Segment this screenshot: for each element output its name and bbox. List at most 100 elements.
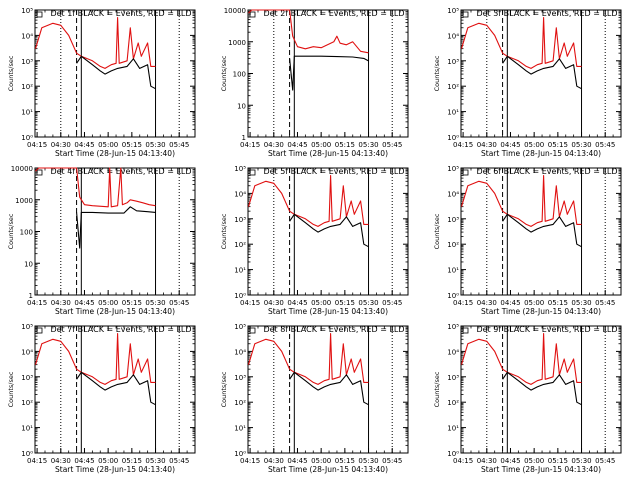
panel-7: Det 7f BLACK = Events, RED = LLD 10⁰ 10¹ 10… (7, 323, 196, 474)
y-tick-label: 10¹ (234, 425, 246, 433)
series-lld (35, 167, 156, 208)
panel-3: Det 3f BLACK = Events, RED = LLD 10⁰ 10¹ 10… (433, 7, 622, 158)
x-tick-label: 05:45 (382, 141, 402, 149)
x-tick-label: 04:30 (51, 457, 71, 465)
corner-marker-icon (462, 327, 469, 334)
x-axis-label: Start Time (28-Jun-15 04:13:40) (268, 307, 388, 316)
y-tick-label: 10⁴ (234, 348, 246, 356)
y-tick-label: 10⁵ (21, 323, 33, 331)
y-tick-label: 10⁴ (234, 190, 246, 198)
x-tick-label: 05:15 (548, 299, 568, 307)
y-tick-label: 10¹ (447, 425, 459, 433)
x-tick-label: 04:30 (477, 457, 497, 465)
corner-marker-icon (36, 327, 43, 334)
plot-frame (34, 9, 196, 138)
x-tick-label: 04:45 (287, 457, 307, 465)
corner-marker-icon (249, 169, 256, 176)
x-tick-label: 04:45 (287, 141, 307, 149)
y-tick-label: 10⁰ (234, 450, 246, 458)
panel-title: Det 2f BLACK = Events, RED = LLD (263, 9, 404, 18)
plot-frame (247, 325, 409, 454)
y-tick-label: 10 (237, 102, 246, 110)
panel-title: Det 7f BLACK = Events, RED = LLD (50, 325, 191, 334)
y-tick-label: 10¹ (21, 425, 33, 433)
y-tick-label: 10⁴ (21, 32, 33, 40)
x-tick-label: 05:30 (358, 141, 378, 149)
series-lld (247, 175, 369, 227)
x-tick-label: 04:30 (477, 141, 497, 149)
x-tick-label: 05:15 (335, 141, 355, 149)
corner-marker-icon (462, 11, 469, 18)
x-tick-label: 04:45 (500, 299, 520, 307)
x-tick-label: 05:00 (98, 299, 118, 307)
y-axis-label: Counts/sec (433, 55, 441, 91)
plot-frame (460, 9, 622, 138)
x-tick-label: 04:45 (74, 457, 94, 465)
panel-4: Det 4f BLACK = Events, RED = LLD11010010… (7, 165, 196, 316)
x-tick-label: 04:45 (500, 141, 520, 149)
x-axis-label: Start Time (28-Jun-15 04:13:40) (481, 465, 601, 474)
y-tick-label: 100 (233, 71, 246, 79)
y-tick-label: 10⁵ (447, 7, 459, 15)
x-tick-label: 05:30 (358, 457, 378, 465)
y-tick-label: 10⁵ (234, 323, 246, 331)
series-events (289, 213, 369, 248)
plot-frame (34, 167, 196, 296)
x-tick-label: 04:15 (453, 457, 473, 465)
y-tick-label: 10³ (234, 374, 246, 382)
panel-6: Det 6f BLACK = Events, RED = LLD 10⁰ 10¹ 10… (433, 165, 622, 316)
x-tick-label: 05:15 (548, 141, 568, 149)
x-axis-label: Start Time (28-Jun-15 04:13:40) (268, 149, 388, 158)
y-tick-label: 10⁵ (447, 165, 459, 173)
x-tick-label: 05:15 (335, 457, 355, 465)
x-tick-label: 04:30 (51, 141, 71, 149)
y-axis-label: Counts/sec (7, 371, 15, 407)
y-tick-label: 10⁰ (234, 292, 246, 300)
y-axis-label: Counts/sec (220, 55, 228, 91)
x-tick-label: 04:15 (240, 299, 260, 307)
series-events (502, 213, 582, 248)
y-tick-label: 10³ (234, 216, 246, 224)
x-axis-label: Start Time (28-Jun-15 04:13:40) (268, 465, 388, 474)
x-tick-label: 04:15 (453, 299, 473, 307)
y-tick-label: 10¹ (21, 109, 33, 117)
panel-title: Det 1f BLACK = Events, RED = LLD (50, 9, 191, 18)
x-tick-label: 04:30 (264, 299, 284, 307)
corner-marker-icon (36, 169, 43, 176)
x-tick-label: 05:00 (98, 141, 118, 149)
x-axis-label: Start Time (28-Jun-15 04:13:40) (481, 149, 601, 158)
y-tick-label: 10⁴ (447, 190, 459, 198)
y-tick-label: 10⁰ (447, 292, 459, 300)
y-tick-label: 1 (242, 134, 246, 142)
y-axis-label: Counts/sec (7, 55, 15, 91)
x-tick-label: 04:15 (27, 141, 47, 149)
x-tick-label: 05:30 (358, 299, 378, 307)
x-tick-label: 04:15 (453, 141, 473, 149)
plot-frame (460, 325, 622, 454)
series-lld (34, 17, 156, 69)
x-tick-label: 05:00 (311, 457, 331, 465)
panel-5: Det 5f BLACK = Events, RED = LLD 10⁰ 10¹ 10… (220, 165, 409, 316)
panel-9: Det 9f BLACK = Events, RED = LLD 10⁰ 10¹ 10… (433, 323, 622, 474)
series-lld (34, 333, 156, 385)
x-tick-label: 05:00 (311, 299, 331, 307)
x-tick-label: 04:15 (27, 457, 47, 465)
y-axis-label: Counts/sec (7, 213, 15, 249)
y-tick-label: 10² (447, 83, 459, 91)
series-events (76, 55, 156, 90)
x-tick-label: 05:00 (524, 141, 544, 149)
x-tick-label: 05:15 (122, 299, 142, 307)
y-axis-label: Counts/sec (220, 213, 228, 249)
x-tick-label: 05:15 (122, 141, 142, 149)
y-tick-label: 10³ (447, 58, 459, 66)
x-tick-label: 05:30 (145, 299, 165, 307)
x-axis-label: Start Time (28-Jun-15 04:13:40) (481, 307, 601, 316)
corner-marker-icon (462, 169, 469, 176)
panel-title: Det 6f BLACK = Events, RED = LLD (476, 167, 617, 176)
y-tick-label: 10¹ (234, 267, 246, 275)
y-tick-label: 10⁴ (447, 32, 459, 40)
series-events (502, 371, 582, 406)
y-tick-label: 10⁵ (447, 323, 459, 331)
plot-frame (247, 167, 409, 296)
